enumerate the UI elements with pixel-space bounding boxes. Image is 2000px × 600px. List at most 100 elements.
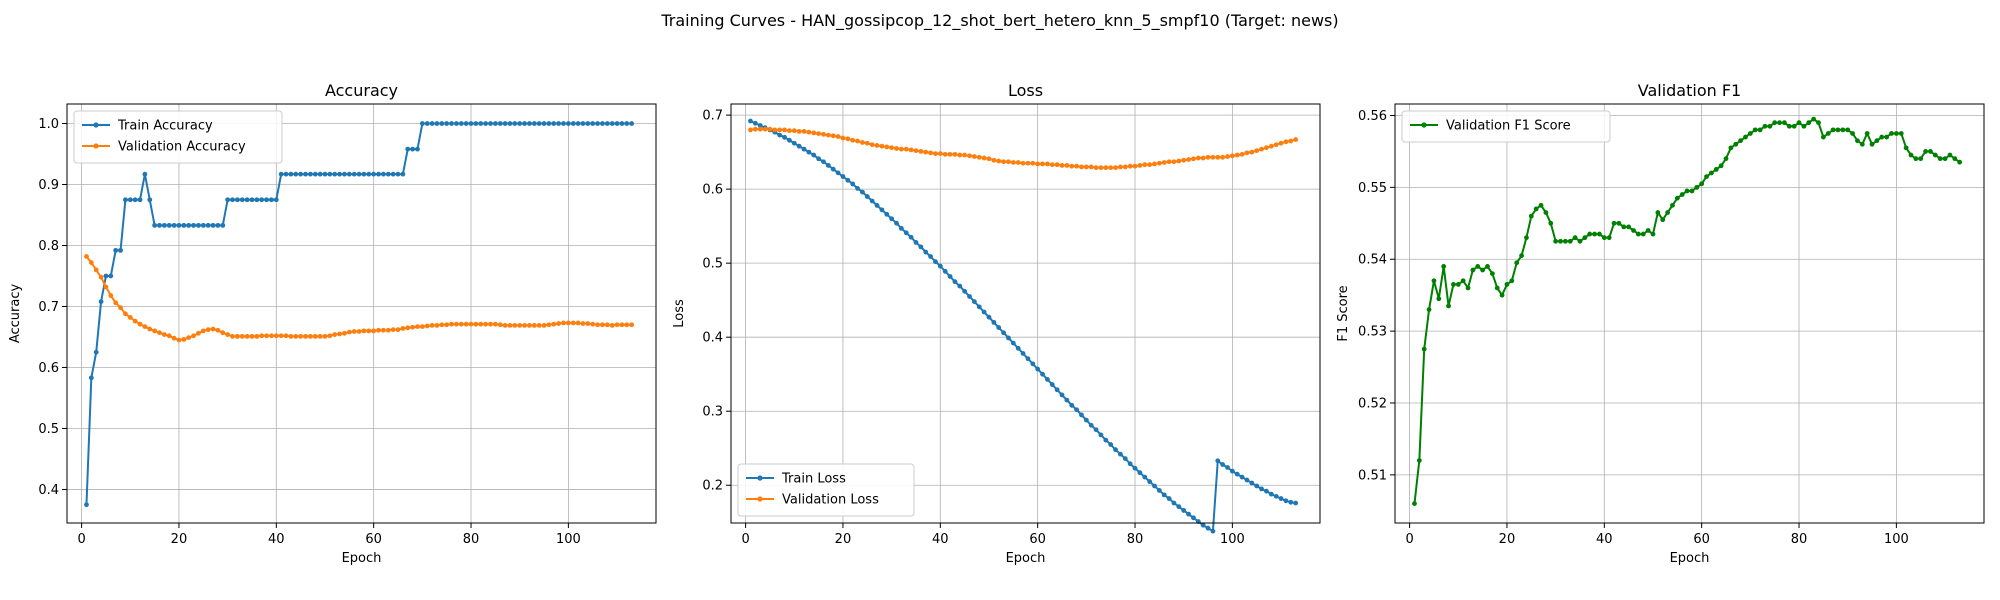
- data-point: [371, 171, 377, 177]
- data-point: [342, 330, 347, 336]
- x-tick-label: 60: [365, 532, 382, 547]
- data-point: [1494, 285, 1500, 291]
- data-point: [468, 321, 474, 327]
- data-point: [1220, 154, 1226, 160]
- data-point: [522, 322, 527, 328]
- data-point: [88, 260, 94, 265]
- data-point: [860, 189, 865, 195]
- data-point: [410, 146, 416, 152]
- data-point: [127, 315, 133, 320]
- data-point: [1864, 131, 1870, 136]
- data-point: [1728, 145, 1734, 151]
- legend-marker: [757, 475, 763, 481]
- data-point: [1259, 486, 1264, 492]
- data-point: [1514, 260, 1520, 266]
- data-point: [415, 146, 420, 152]
- data-point: [415, 324, 420, 330]
- series-validation-loss: [748, 126, 1299, 171]
- data-point: [1918, 156, 1924, 162]
- data-point: [1147, 162, 1153, 168]
- y-tick-label: 0.8: [38, 239, 59, 254]
- data-point: [971, 154, 977, 159]
- data-point: [161, 332, 167, 337]
- data-point: [1679, 192, 1685, 197]
- data-point: [1142, 474, 1148, 480]
- data-point: [1640, 231, 1646, 237]
- y-axis-label: Accuracy: [8, 284, 23, 344]
- data-point: [1045, 161, 1050, 167]
- data-point: [816, 131, 822, 137]
- y-tick-label: 0.56: [1358, 109, 1387, 124]
- data-point: [1152, 483, 1157, 489]
- data-point: [1030, 160, 1036, 166]
- data-point: [176, 222, 182, 228]
- data-point: [439, 322, 445, 328]
- data-point: [419, 324, 425, 330]
- data-point: [1562, 238, 1568, 244]
- data-point: [1181, 508, 1187, 513]
- data-point: [962, 288, 968, 294]
- data-point: [147, 326, 153, 332]
- data-point: [1083, 164, 1089, 170]
- x-tick-label: 40: [268, 532, 285, 547]
- data-point: [1166, 496, 1172, 501]
- data-point: [1806, 120, 1812, 126]
- data-point: [782, 127, 787, 133]
- data-point: [830, 166, 836, 172]
- data-point: [478, 121, 484, 126]
- data-point: [752, 120, 758, 126]
- data-point: [996, 325, 1002, 330]
- data-point: [561, 320, 566, 326]
- data-point: [1098, 432, 1104, 438]
- series-train-accuracy: [84, 121, 635, 508]
- data-point: [1519, 253, 1524, 259]
- y-tick-label: 0.52: [1358, 396, 1387, 411]
- data-point: [1869, 141, 1875, 147]
- data-point: [1079, 412, 1084, 418]
- data-point: [787, 128, 792, 134]
- data-point: [1932, 152, 1938, 158]
- data-point: [1660, 217, 1666, 223]
- data-point: [1156, 488, 1162, 493]
- data-point: [132, 318, 138, 324]
- data-point: [595, 121, 600, 126]
- data-point: [507, 322, 513, 328]
- data-point: [327, 333, 333, 339]
- data-point: [1069, 402, 1075, 408]
- data-point: [1446, 303, 1451, 309]
- data-point: [1215, 458, 1221, 464]
- data-point: [181, 337, 187, 342]
- data-point: [84, 254, 89, 259]
- data-point: [791, 140, 797, 146]
- data-point: [88, 375, 94, 381]
- data-point: [913, 148, 919, 154]
- data-point: [278, 171, 284, 177]
- data-point: [840, 135, 846, 141]
- data-point: [1113, 165, 1118, 171]
- data-point: [947, 274, 953, 279]
- data-point: [1436, 296, 1442, 302]
- data-point: [614, 322, 620, 328]
- data-point: [303, 333, 308, 339]
- data-point: [317, 333, 323, 339]
- data-point: [1171, 159, 1177, 165]
- data-point: [1239, 474, 1245, 480]
- data-point: [288, 333, 294, 339]
- data-point: [1816, 120, 1821, 126]
- data-point: [118, 247, 123, 253]
- data-point: [322, 171, 328, 177]
- data-point: [1665, 210, 1670, 215]
- y-tick-label: 0.3: [702, 405, 723, 420]
- legend-label: Train Loss: [781, 472, 846, 487]
- data-point: [449, 121, 454, 126]
- data-point: [429, 121, 435, 126]
- data-point: [884, 211, 890, 217]
- data-point: [512, 121, 518, 126]
- data-point: [424, 121, 430, 126]
- data-point: [108, 293, 114, 298]
- data-point: [1001, 330, 1006, 336]
- data-point: [269, 197, 274, 203]
- data-point: [1020, 160, 1026, 166]
- data-point: [1572, 235, 1578, 241]
- data-point: [1762, 123, 1768, 129]
